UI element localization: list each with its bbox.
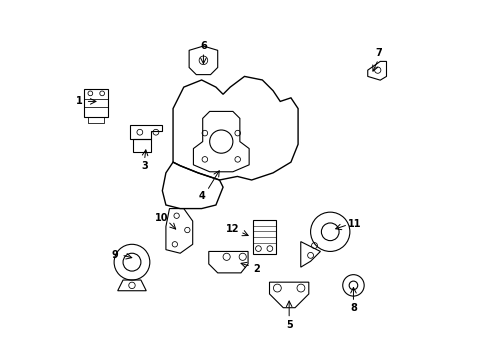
Text: 7: 7 — [374, 48, 381, 58]
Text: 3: 3 — [141, 161, 147, 171]
Text: 5: 5 — [285, 320, 292, 330]
Text: 10: 10 — [155, 212, 168, 222]
Text: 4: 4 — [198, 191, 204, 201]
Text: 12: 12 — [226, 224, 239, 234]
Text: 8: 8 — [349, 303, 356, 313]
Text: 2: 2 — [253, 264, 260, 274]
Text: 6: 6 — [200, 41, 206, 51]
Text: 9: 9 — [112, 250, 118, 260]
Text: 1: 1 — [76, 96, 82, 107]
Text: 11: 11 — [347, 219, 361, 229]
